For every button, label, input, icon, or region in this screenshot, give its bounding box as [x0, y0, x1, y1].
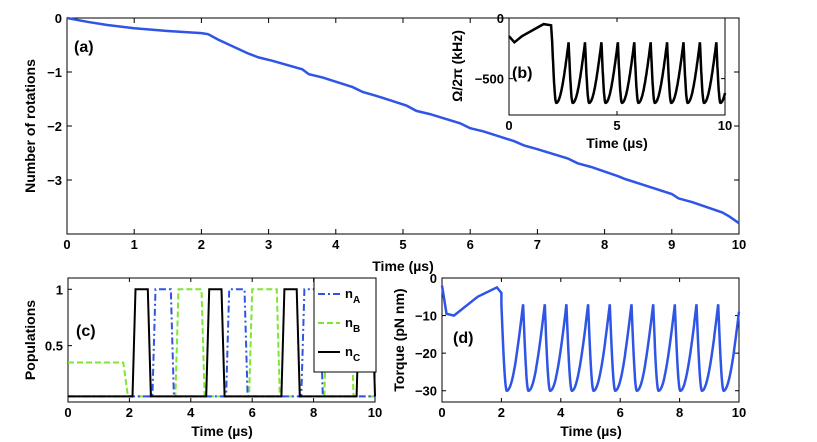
y-tick-label: 0 — [497, 11, 504, 26]
panel-b-label: (b) — [512, 65, 532, 82]
panel-d: 0 2 4 6 8 10 0 −10 −20 −30 (d) Time (µs) Torque (… — [391, 271, 746, 439]
panel-d-frame — [441, 277, 740, 403]
x-tick-label: 0 — [63, 237, 70, 252]
x-tick-label: 10 — [732, 237, 746, 252]
x-tick-label: 4 — [187, 405, 195, 420]
x-tick-label: 5 — [399, 237, 406, 252]
x-tick-label: 8 — [601, 237, 608, 252]
x-tick-label: 0 — [505, 118, 512, 133]
x-tick-label: 10 — [732, 405, 746, 420]
panel-a-label: (a) — [74, 39, 94, 56]
torque-line — [440, 285, 741, 392]
panel-c-xlabel: Time (µs) — [191, 423, 253, 439]
y-tick-label: 0.5 — [45, 339, 63, 354]
x-tick-label: 0 — [64, 405, 71, 420]
legend-label-sub: C — [353, 353, 360, 364]
panel-b-xlabel: Time (µs) — [586, 135, 648, 151]
y-tick-label: −10 — [415, 309, 437, 324]
y-tick-label: −30 — [415, 384, 437, 399]
x-tick-label: 2 — [126, 405, 133, 420]
y-tick-label: −1 — [47, 65, 62, 80]
legend-label: nC — [345, 344, 360, 364]
panel-a: 0 1 2 3 4 5 6 7 8 9 10 0 −1 −2 −3 (a) Time (µs) Number… — [22, 11, 746, 274]
y-tick-label: −3 — [47, 173, 62, 188]
x-tick-label: 8 — [676, 405, 683, 420]
omega-line — [508, 22, 727, 105]
x-tick-label: 4 — [557, 405, 565, 420]
x-tick-label: 1 — [131, 237, 138, 252]
panel-c: 0 2 4 6 8 100.51 (c) Time (µs) Populations nA… — [22, 277, 382, 439]
y-tick-label: 0 — [55, 11, 62, 26]
y-tick-label: 1 — [56, 282, 63, 297]
x-tick-label: 2 — [498, 405, 505, 420]
panel-b: 0 5 10 0 −500 (b) Time (µs) Ω/2π (kHz) — [449, 11, 732, 151]
y-tick-label: −20 — [415, 346, 437, 361]
legend-label-main: n — [345, 315, 353, 330]
y-tick-label: −2 — [47, 119, 62, 134]
x-tick-label: 2 — [198, 237, 205, 252]
y-tick-label: 0 — [430, 271, 437, 286]
legend-label: nB — [345, 315, 360, 335]
x-tick-label: 6 — [249, 405, 256, 420]
x-tick-label: 9 — [668, 237, 675, 252]
x-tick-label: 3 — [265, 237, 272, 252]
panel-a-ylabel: Number of rotations — [22, 59, 38, 193]
panel-d-xlabel: Time (µs) — [560, 423, 622, 439]
legend-label-sub: B — [353, 324, 360, 335]
panel-b-frame — [508, 17, 726, 116]
x-tick-label: 10 — [368, 405, 382, 420]
x-tick-label: 6 — [617, 405, 624, 420]
x-tick-label: 10 — [718, 118, 732, 133]
y-tick-label: −500 — [475, 72, 504, 87]
x-tick-label: 4 — [332, 237, 340, 252]
x-tick-label: 5 — [613, 118, 620, 133]
panel-c-label: (c) — [76, 323, 96, 340]
legend-label: nA — [345, 286, 360, 306]
x-tick-label: 6 — [467, 237, 474, 252]
panel-a-xlabel: Time (µs) — [372, 258, 434, 274]
rotations-line — [66, 16, 740, 225]
x-tick-label: 8 — [310, 405, 317, 420]
panel-d-label: (d) — [453, 330, 473, 347]
legend-label-sub: A — [353, 295, 360, 306]
x-tick-label: 0 — [438, 405, 445, 420]
legend-label-main: n — [345, 344, 353, 359]
panel-b-ylabel: Ω/2π (kHz) — [449, 30, 465, 102]
x-tick-label: 7 — [534, 237, 541, 252]
legend-label-main: n — [345, 286, 353, 301]
panel-d-ylabel: Torque (pN nm) — [391, 288, 407, 391]
panel-c-ylabel: Populations — [22, 300, 38, 380]
